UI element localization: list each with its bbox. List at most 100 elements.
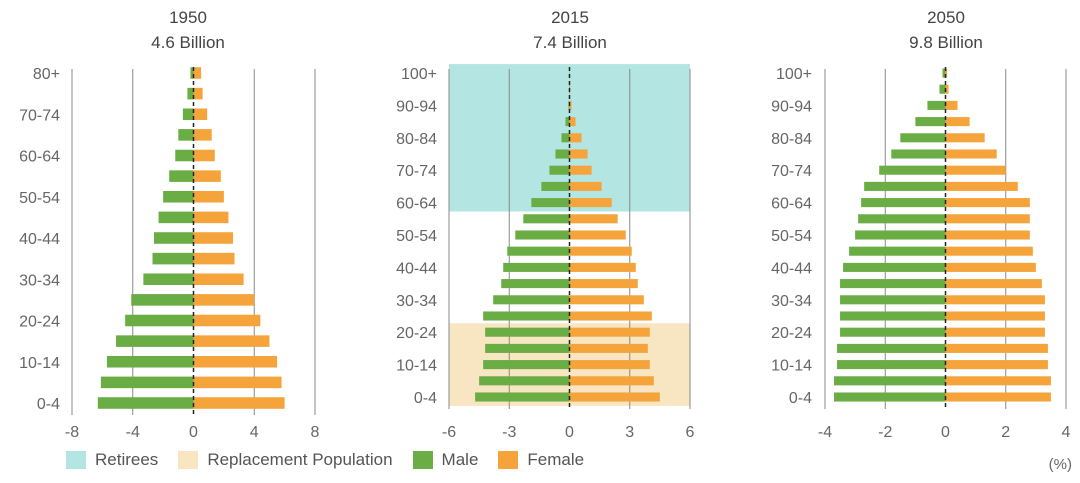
- chart2-ytick-label: 40-44: [396, 260, 437, 277]
- chart1-male-bar-15-19: [116, 335, 194, 347]
- chart1-male-bar-60-64: [175, 149, 194, 162]
- chart3-xtick-label: -2: [878, 424, 892, 441]
- chart2-male-bar-55-59: [523, 214, 570, 224]
- chart1-ytick-label: 20-24: [19, 314, 60, 331]
- chart2-male-bar-85-89: [565, 117, 570, 127]
- chart2-female-bar-50-54: [569, 230, 626, 240]
- chart3-female-bar-25-29: [945, 311, 1045, 321]
- chart3-xtick-label: -4: [818, 424, 832, 441]
- chart3-ytick-label: 90-94: [771, 98, 812, 115]
- chart1-female-bar-10-14: [193, 355, 278, 368]
- chart1-male-bar-50-54: [163, 190, 194, 203]
- chart3-female-bar-0-4: [945, 392, 1051, 402]
- chart3-xtick-label: 2: [1001, 424, 1010, 441]
- chart2-male-bar-80-84: [561, 133, 570, 143]
- chart2-ytick-label: 10-14: [396, 358, 437, 375]
- chart3-subtitle: 9.8 Billion: [909, 33, 983, 52]
- chart2-female-bar-30-34: [569, 295, 644, 305]
- chart3-female-bar-15-19: [945, 343, 1048, 353]
- chart3-ytick-label: 30-34: [771, 293, 812, 310]
- chart2-title: 2015: [551, 8, 589, 27]
- chart3-female-bar-90-94: [945, 100, 958, 110]
- chart2-female-bar-55-59: [569, 214, 618, 224]
- chart1-male-bar-75-79: [187, 87, 194, 100]
- chart3-female-bar-5-9: [945, 376, 1051, 386]
- legend-swatch-replacement: [178, 451, 199, 469]
- chart3-male-bar-5-9: [834, 376, 946, 386]
- chart2-female-bar-70-74: [569, 165, 592, 175]
- chart1-female-bar-45-49: [193, 211, 229, 224]
- chart3-male-bar-0-4: [834, 392, 946, 402]
- chart1-female-bar-35-39: [193, 252, 235, 265]
- legend-label-male: Male: [441, 450, 479, 469]
- chart2-female-bar-10-14: [569, 360, 650, 370]
- chart3-title: 2050: [927, 8, 965, 27]
- chart3-ytick-label: 60-64: [771, 196, 812, 213]
- chart1-male-bar-40-44: [154, 232, 194, 244]
- chart2-female-bar-40-44: [569, 262, 636, 272]
- chart1-female-bar-30-34: [193, 273, 244, 286]
- chart3-female-bar-75-79: [945, 149, 997, 159]
- chart1-ytick-label: 10-14: [19, 355, 60, 372]
- chart2-xtick-label: 6: [686, 424, 695, 441]
- chart2-female-bar-35-39: [569, 279, 638, 289]
- chart2-female-bar-85-89: [569, 117, 576, 127]
- chart3-female-bar-35-39: [945, 279, 1042, 289]
- legend: Retirees Replacement Population Male Fem…: [66, 450, 604, 470]
- chart2-female-bar-45-49: [569, 246, 632, 256]
- chart3-male-bar-40-44: [843, 262, 946, 272]
- chart1-male-bar-25-29: [131, 294, 194, 306]
- chart3-ytick-label: 20-24: [771, 325, 812, 342]
- chart1-xtick-label: 4: [250, 424, 259, 441]
- chart1-female-bar-0-4: [193, 397, 285, 409]
- chart3-male-bar-80-84: [900, 133, 946, 143]
- chart1-male-bar-5-9: [100, 376, 194, 389]
- chart1-xtick-label: 8: [311, 424, 320, 441]
- chart2-male-bar-60-64: [531, 198, 570, 208]
- chart2-male-bar-5-9: [479, 376, 570, 386]
- chart1-ytick-label: 40-44: [19, 231, 60, 248]
- chart3-male-bar-85-89: [915, 117, 946, 127]
- chart1-male-bar-45-49: [158, 211, 194, 224]
- chart1-female-bar-20-24: [193, 314, 261, 327]
- chart3-female-bar-40-44: [945, 262, 1036, 272]
- chart2-ytick-label: 20-24: [396, 325, 437, 342]
- legend-item-replacement: Replacement Population: [178, 450, 393, 470]
- chart2-female-bar-65-69: [569, 181, 602, 191]
- chart2-male-bar-10-14: [483, 360, 570, 370]
- chart1-male-bar-10-14: [106, 355, 194, 368]
- chart1-female-bar-75-79: [193, 87, 203, 100]
- chart1-female-bar-60-64: [193, 149, 215, 162]
- chart3-ytick-label: 10-14: [771, 358, 812, 375]
- legend-label-replacement: Replacement Population: [207, 450, 393, 469]
- chart2-male-bar-65-69: [541, 181, 570, 191]
- chart3-female-bar-45-49: [945, 246, 1033, 256]
- chart1-ytick-label: 0-4: [37, 396, 60, 413]
- legend-item-male: Male: [412, 450, 479, 470]
- chart1-xtick-label: 0: [189, 424, 198, 441]
- chart1-male-bar-20-24: [125, 314, 194, 327]
- chart3-male-bar-25-29: [840, 311, 946, 321]
- chart3-male-bar-100+: [942, 68, 946, 78]
- chart2-xtick-label: -3: [502, 424, 516, 441]
- chart3-female-bar-100+: [945, 68, 948, 78]
- chart3-ytick-label: 80-84: [771, 131, 812, 148]
- chart3-male-bar-95-99: [939, 84, 946, 94]
- chart2-female-bar-5-9: [569, 376, 654, 386]
- chart3-ytick-label: 70-74: [771, 163, 812, 180]
- chart2-xtick-label: -6: [442, 424, 456, 441]
- chart3-male-bar-55-59: [858, 214, 946, 224]
- chart1-male-bar-80+: [190, 67, 194, 79]
- chart3-female-bar-20-24: [945, 327, 1045, 337]
- chart3-female-bar-55-59: [945, 214, 1030, 224]
- chart2-male-bar-20-24: [485, 327, 570, 337]
- chart2-female-bar-60-64: [569, 198, 612, 208]
- chart1-title: 1950: [169, 8, 207, 27]
- chart2-female-bar-80-84: [569, 133, 582, 143]
- chart2-male-bar-70-74: [549, 165, 570, 175]
- chart3-female-bar-85-89: [945, 117, 970, 127]
- legend-label-female: Female: [527, 450, 585, 469]
- chart1-female-bar-80+: [193, 67, 202, 79]
- chart3-male-bar-70-74: [879, 165, 946, 175]
